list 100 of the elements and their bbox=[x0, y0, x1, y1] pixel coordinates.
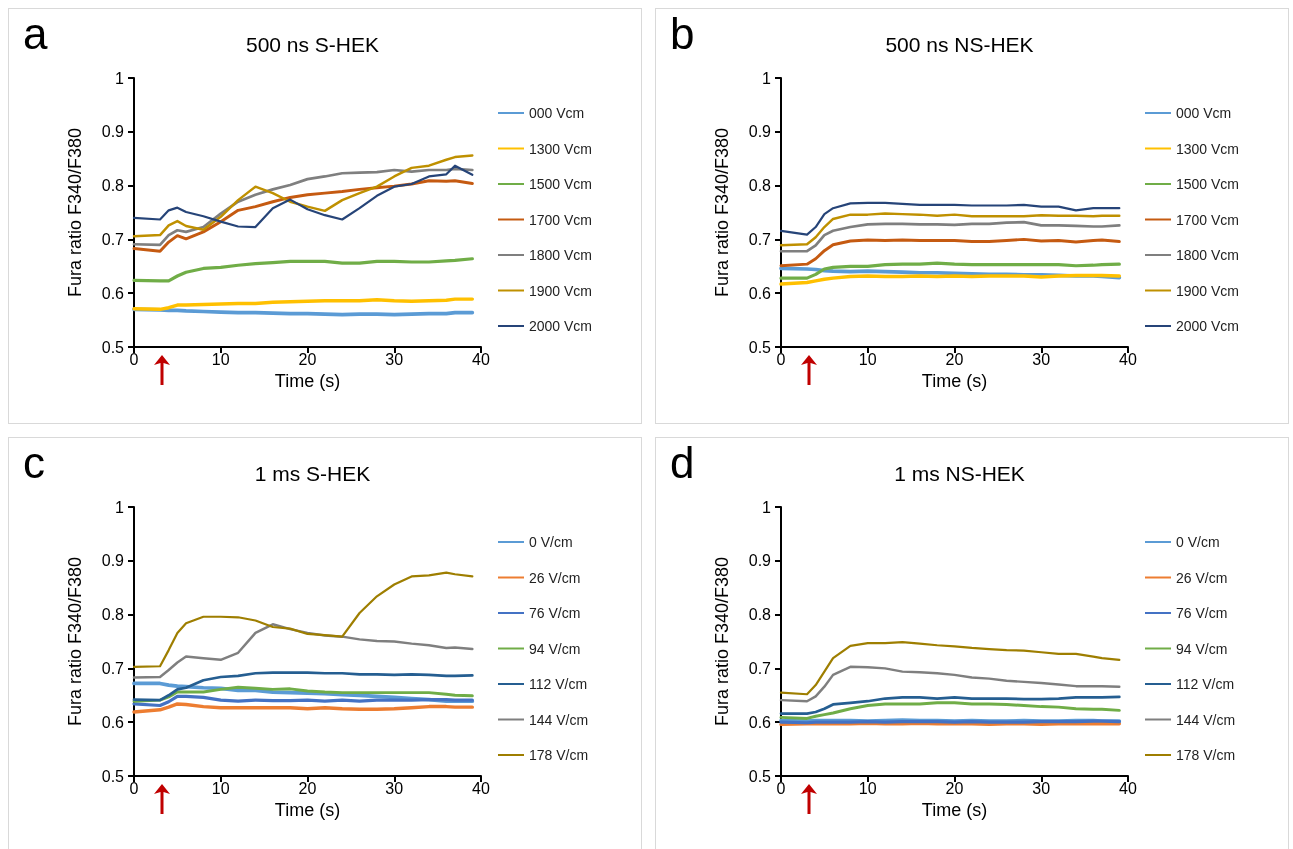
legend-label: 94 V/cm bbox=[1176, 640, 1228, 657]
line-series bbox=[779, 273, 1122, 286]
y-tick-label: 0.8 bbox=[748, 606, 772, 624]
line-series bbox=[132, 164, 474, 229]
x-tick-label: 40 bbox=[472, 779, 490, 797]
legend-label: 1800 Vcm bbox=[1176, 247, 1240, 263]
y-tick-label: 0.9 bbox=[101, 123, 125, 141]
y-axis-title: Fura ratio F340/F380 bbox=[712, 127, 732, 298]
x-tick-label: 20 bbox=[298, 779, 317, 797]
legend-label: 1700 Vcm bbox=[529, 211, 593, 228]
legend-label: 112 V/cm bbox=[1176, 676, 1235, 692]
legend-label: 1500 Vcm bbox=[1176, 176, 1240, 192]
x-axis-title: Time (s) bbox=[921, 370, 988, 391]
y-tick-label: 0.5 bbox=[101, 338, 125, 356]
line-series bbox=[132, 154, 474, 238]
y-axis-title: Fura ratio F340/F380 bbox=[712, 556, 732, 727]
x-axis-title: Time (s) bbox=[274, 799, 341, 820]
chart-title: 500 ns S-HEK bbox=[245, 33, 380, 56]
chart-title: 500 ns NS-HEK bbox=[885, 33, 1034, 56]
legend-label: 1300 Vcm bbox=[1176, 140, 1240, 157]
x-tick-label: 30 bbox=[1032, 350, 1051, 368]
legend-label: 178 V/cm bbox=[529, 747, 589, 763]
text: d bbox=[670, 437, 695, 487]
line-series bbox=[132, 297, 475, 312]
legend-label: 178 V/cm bbox=[1176, 747, 1236, 763]
line-series bbox=[132, 671, 474, 702]
legend-label: 112 V/cm bbox=[529, 676, 588, 692]
legend-label: 26 V/cm bbox=[529, 569, 581, 586]
legend-label: 144 V/cm bbox=[1176, 711, 1236, 728]
y-tick-label: 0.8 bbox=[101, 606, 125, 624]
x-tick-label: 30 bbox=[385, 779, 404, 797]
x-tick-label: 0 bbox=[776, 350, 786, 368]
text: b bbox=[670, 8, 695, 58]
legend-label: 0 V/cm bbox=[529, 534, 573, 550]
y-tick-label: 0.8 bbox=[101, 177, 125, 195]
x-tick-label: 10 bbox=[858, 779, 877, 797]
y-tick-label: 0.9 bbox=[101, 552, 125, 570]
line-series bbox=[779, 695, 1121, 715]
line-series bbox=[779, 212, 1121, 247]
line-series bbox=[132, 702, 475, 714]
legend-label: 000 Vcm bbox=[529, 105, 585, 121]
x-tick-label: 20 bbox=[298, 350, 317, 368]
y-tick-label: 0.6 bbox=[101, 713, 125, 731]
x-axis-title: Time (s) bbox=[921, 799, 988, 820]
y-tick-label: 0.8 bbox=[748, 177, 772, 195]
legend-label: 1900 Vcm bbox=[529, 282, 593, 299]
y-tick-label: 0.6 bbox=[101, 284, 125, 302]
line-series bbox=[132, 257, 474, 283]
line-series bbox=[779, 220, 1121, 253]
x-tick-label: 30 bbox=[1032, 779, 1051, 797]
x-tick-label: 0 bbox=[129, 350, 139, 368]
y-tick-label: 0.5 bbox=[101, 767, 125, 785]
legend-label: 26 V/cm bbox=[1176, 569, 1228, 586]
line-series bbox=[779, 237, 1121, 268]
x-tick-label: 30 bbox=[385, 350, 404, 368]
y-axis-title: Fura ratio F340/F380 bbox=[65, 556, 85, 727]
x-tick-label: 10 bbox=[211, 350, 230, 368]
x-tick-label: 0 bbox=[129, 779, 139, 797]
y-axis-title: Fura ratio F340/F380 bbox=[65, 127, 85, 298]
x-tick-label: 20 bbox=[945, 350, 964, 368]
chart-title: 1 ms NS-HEK bbox=[894, 462, 1025, 485]
legend-label: 2000 Vcm bbox=[1176, 318, 1240, 334]
y-tick-label: 0.6 bbox=[748, 713, 772, 731]
x-tick-label: 0 bbox=[776, 779, 786, 797]
legend-label: 1500 Vcm bbox=[529, 176, 593, 192]
x-axis-title: Time (s) bbox=[274, 370, 341, 391]
y-tick-label: 0.9 bbox=[748, 552, 772, 570]
line-series bbox=[132, 571, 474, 668]
legend-label: 144 V/cm bbox=[529, 711, 589, 728]
line-series bbox=[779, 665, 1121, 703]
legend-label: 94 V/cm bbox=[529, 640, 581, 657]
text: a bbox=[23, 8, 48, 58]
y-tick-label: 1 bbox=[762, 69, 772, 87]
x-tick-label: 20 bbox=[945, 779, 964, 797]
legend-label: 2000 Vcm bbox=[529, 318, 593, 334]
y-tick-label: 0.7 bbox=[101, 659, 125, 677]
legend-label: 000 Vcm bbox=[1176, 105, 1232, 121]
y-tick-label: 1 bbox=[115, 498, 125, 516]
line-series bbox=[779, 201, 1121, 236]
x-tick-label: 10 bbox=[858, 350, 877, 368]
line-series bbox=[132, 623, 474, 679]
legend-label: 76 V/cm bbox=[1176, 605, 1228, 621]
line-series bbox=[779, 261, 1121, 280]
y-tick-label: 0.6 bbox=[748, 284, 772, 302]
y-tick-label: 0.7 bbox=[748, 659, 772, 677]
x-tick-label: 10 bbox=[211, 779, 230, 797]
legend-label: 1800 Vcm bbox=[529, 247, 593, 263]
legend-label: 1700 Vcm bbox=[1176, 211, 1240, 228]
chart-title: 1 ms S-HEK bbox=[254, 462, 371, 485]
y-tick-label: 0.5 bbox=[748, 767, 772, 785]
x-tick-label: 40 bbox=[1119, 779, 1137, 797]
y-tick-label: 0.7 bbox=[748, 230, 772, 248]
y-tick-label: 0.7 bbox=[101, 230, 125, 248]
legend-label: 1900 Vcm bbox=[1176, 282, 1240, 299]
y-tick-label: 0.9 bbox=[748, 123, 772, 141]
x-tick-label: 40 bbox=[472, 350, 490, 368]
y-tick-label: 0.5 bbox=[748, 338, 772, 356]
y-tick-label: 1 bbox=[115, 69, 125, 87]
legend-label: 1300 Vcm bbox=[529, 140, 593, 157]
line-series bbox=[779, 640, 1121, 696]
